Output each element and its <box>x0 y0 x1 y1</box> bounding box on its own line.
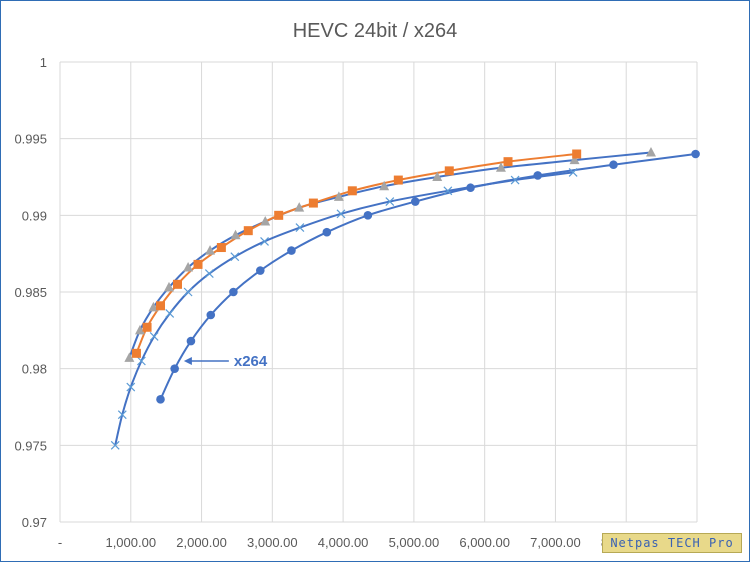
x-tick-label: 1,000.00 <box>105 535 156 550</box>
x-tick-label: 4,000.00 <box>318 535 369 550</box>
data-point <box>443 186 453 196</box>
series-line <box>135 153 577 354</box>
data-point <box>230 229 241 240</box>
data-point <box>230 252 240 262</box>
watermark: Netpas TECH Pro <box>602 533 742 553</box>
data-point <box>206 310 216 320</box>
data-point <box>533 171 543 180</box>
series-4 <box>114 171 574 446</box>
data-point <box>193 259 203 269</box>
data-point <box>156 395 165 404</box>
data-point <box>333 191 344 201</box>
data-point <box>126 382 136 392</box>
series-3 <box>128 151 652 359</box>
series-2 <box>135 153 577 354</box>
data-point <box>645 146 656 157</box>
y-tick-label: 0.975 <box>14 438 47 453</box>
data-point <box>183 261 194 272</box>
x-tick-label: 5,000.00 <box>389 535 440 550</box>
annotation-group: x264 <box>183 353 268 370</box>
data-point <box>411 197 420 206</box>
data-point <box>117 410 127 420</box>
y-tick-label: 0.995 <box>14 132 47 147</box>
x-tick-label: 2,000.00 <box>176 535 227 550</box>
data-point <box>287 246 296 255</box>
data-point <box>142 322 152 332</box>
data-point <box>131 348 141 358</box>
gridlines <box>59 61 698 523</box>
y-tick-label: 0.97 <box>22 515 47 530</box>
y-tick-label: 0.98 <box>22 362 47 377</box>
y-tick-label: 0.99 <box>22 208 47 223</box>
data-point <box>347 186 357 196</box>
data-point <box>229 287 238 297</box>
data-point <box>156 301 166 311</box>
data-point <box>466 183 475 193</box>
data-point <box>363 211 373 220</box>
y-tick-label: 0.985 <box>14 285 47 300</box>
chart-title: HEVC 24bit / x264 <box>293 20 458 42</box>
series-group <box>110 146 700 450</box>
data-point <box>256 266 265 275</box>
data-point <box>204 269 214 279</box>
data-point <box>148 301 159 312</box>
x-tick-label: 7,000.00 <box>530 535 581 550</box>
annotation-arrowhead <box>183 357 192 365</box>
data-point <box>432 171 443 181</box>
data-point <box>444 166 454 176</box>
x-tick-label: 6,000.00 <box>459 535 510 550</box>
series-1-markers <box>156 149 700 404</box>
data-point <box>163 281 174 292</box>
data-point <box>295 223 305 233</box>
data-point <box>165 309 175 318</box>
x-tick-label: - <box>58 535 62 550</box>
series-2-markers <box>131 149 582 358</box>
data-point <box>110 440 120 450</box>
data-point <box>379 180 390 191</box>
data-point <box>260 236 269 246</box>
data-point <box>205 245 216 255</box>
data-point <box>495 162 506 172</box>
data-point <box>170 364 179 373</box>
data-point <box>243 226 253 236</box>
data-point <box>260 215 271 226</box>
x-tick-label: 3,000.00 <box>247 535 298 550</box>
data-point <box>569 154 580 165</box>
data-point <box>124 352 135 362</box>
annotation-label: x264 <box>234 353 268 370</box>
axes: - 1,000.00 2,000.00 3,000.00 4,000.00 5,000.0… <box>14 55 651 550</box>
data-point <box>691 149 700 159</box>
data-point <box>149 332 159 341</box>
series-4-markers <box>110 167 578 450</box>
data-point <box>216 243 226 253</box>
series-line <box>128 151 652 359</box>
data-point <box>308 198 318 208</box>
data-point <box>609 160 618 170</box>
data-point <box>385 197 395 206</box>
data-point <box>294 202 305 212</box>
data-point <box>393 175 403 185</box>
y-tick-label: 1 <box>40 55 47 70</box>
data-point <box>503 157 513 167</box>
series-3-markers <box>124 146 656 362</box>
data-point <box>186 336 196 346</box>
data-point <box>510 175 520 185</box>
data-point <box>136 356 146 366</box>
data-point <box>172 279 182 289</box>
data-point <box>572 149 582 159</box>
data-point <box>274 210 284 220</box>
series-line <box>114 171 574 446</box>
data-point <box>568 167 578 177</box>
data-point <box>134 324 145 335</box>
data-point <box>183 287 193 297</box>
data-point <box>336 209 346 219</box>
data-point <box>322 227 332 237</box>
